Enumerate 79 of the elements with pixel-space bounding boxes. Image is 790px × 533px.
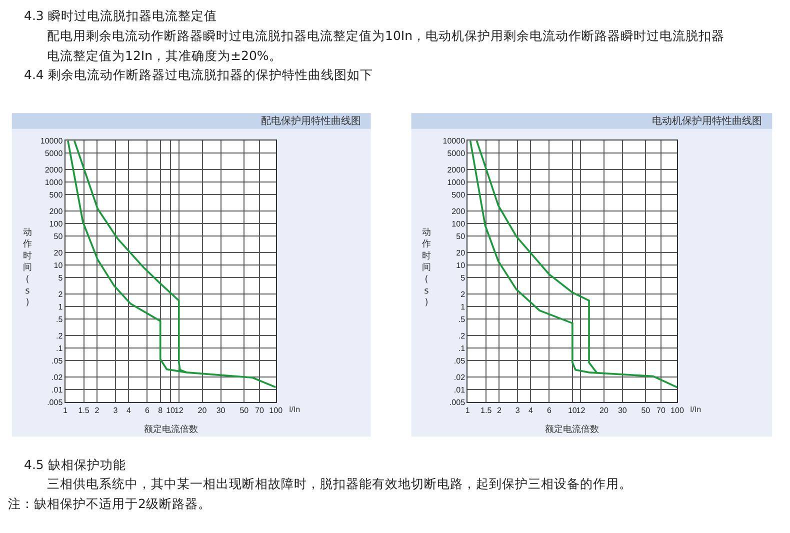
y-tick-label: 50 (54, 232, 64, 241)
x-tick-label: 4 (528, 406, 534, 415)
x-tick-label: 10 (568, 406, 578, 415)
y-tick-label: 5 (58, 273, 64, 282)
x-tick-label: 100 (269, 406, 284, 415)
y-tick-label: 20 (54, 248, 64, 258)
x-axis-title: 额定电流倍数 (144, 424, 198, 435)
y-tick-label: .1 (56, 344, 64, 353)
x-tick-label: 4 (126, 406, 132, 415)
x-axis-title: 额定电流倍数 (545, 424, 599, 435)
x-tick-label: 1.5 (78, 406, 90, 415)
y-tick-label: 100 (452, 219, 466, 228)
y-tick-label: 5000 (447, 148, 466, 158)
y-tick-label: .05 (52, 356, 64, 366)
y-tick-label: 2 (460, 290, 466, 299)
y-tick-label: 1 (460, 302, 466, 312)
y-tick-label: 200 (452, 206, 466, 216)
y-tick-label: .1 (458, 344, 466, 353)
text: I/In (289, 405, 300, 414)
x-tick-label: 30 (216, 406, 226, 415)
x-tick-label: 50 (240, 406, 250, 415)
text: I/In (690, 405, 702, 414)
x-tick-label: 70 (656, 406, 666, 415)
y-tick-label: 5 (460, 273, 466, 282)
x-tick-label: 3 (515, 406, 520, 415)
text: 4.4 剩余电流动作断路器过电流脱扣器的保护特性曲线图如下 (24, 67, 373, 82)
x-tick-label: 12 (174, 406, 184, 415)
y-tick-label: 1 (58, 302, 64, 312)
y-tick-label: .2 (458, 331, 466, 340)
y-tick-label: 20 (456, 248, 466, 258)
y-tick-label: 10000 (40, 136, 64, 146)
text: 注：缺相保护不适用于2级断路器。 (8, 496, 211, 511)
y-axis-title: 动作时间(s) (421, 227, 431, 308)
y-tick-label: 5000 (44, 148, 64, 158)
y-tick-label: 500 (452, 190, 466, 200)
x-tick-label: 6 (144, 406, 150, 415)
y-tick-label: 2000 (447, 165, 466, 174)
x-tick-label: 100 (670, 406, 684, 415)
x-tick-label: 1.5 (480, 406, 492, 415)
y-tick-label: .005 (47, 398, 64, 407)
y-tick-label: 200 (49, 206, 64, 216)
x-tick-label: 50 (641, 406, 651, 415)
y-tick-label: .05 (454, 356, 466, 366)
x-tick-label: 3 (113, 406, 118, 415)
text: 三相供电系统中，其中某一相出现断相故障时，脱扣器能有效地切断电路，起到保护三相设备的作用。 (47, 476, 632, 491)
y-tick-label: 100 (49, 219, 64, 228)
x-tick-label: 8 (158, 406, 164, 415)
y-tick-label: 10 (456, 260, 466, 270)
y-tick-label: 1000 (447, 178, 466, 187)
x-tick-label: 70 (255, 406, 265, 415)
y-tick-label: 500 (49, 190, 64, 200)
y-tick-label: .2 (56, 331, 64, 340)
y-tick-label: .005 (449, 398, 466, 407)
y-tick-label: .01 (52, 385, 64, 394)
y-tick-label: .5 (458, 314, 466, 324)
x-tick-label: 6 (546, 406, 552, 415)
y-tick-label: 10 (54, 260, 64, 270)
x-tick-label: 30 (618, 406, 628, 415)
x-tick-label: 2 (496, 406, 502, 415)
x-tick-label: 10 (166, 406, 176, 415)
text: 配电用剩余电流动作断路器瞬时过电流脱扣器电流整定值为10In，电动机保护用剩余电流动作断路器瞬时过电流脱扣器电流整定值为12In，其准确度为±20%。 (47, 28, 725, 63)
x-tick-label: 20 (600, 406, 609, 415)
y-tick-label: 10000 (442, 136, 466, 146)
y-axis-title: 动作时间(s) (22, 227, 32, 308)
y-tick-label: .5 (56, 314, 64, 324)
x-tick-label: 20 (198, 406, 208, 415)
text: 电动机保护用特性曲线图 (652, 115, 762, 127)
y-tick-label: 2 (58, 290, 64, 299)
text: 4.5 缺相保护功能 (24, 457, 126, 472)
y-tick-label: .02 (52, 372, 64, 382)
x-tick-label: 2 (94, 406, 100, 415)
y-tick-label: .02 (454, 372, 466, 382)
y-tick-label: 1000 (44, 178, 64, 187)
x-tick-label: 12 (576, 406, 586, 415)
text: 配电保护用特性曲线图 (261, 115, 361, 127)
y-tick-label: 50 (456, 232, 466, 241)
text: 4.3 瞬时过电流脱扣器电流整定值 (24, 8, 217, 23)
y-tick-label: 2000 (44, 165, 64, 174)
y-tick-label: .01 (454, 385, 466, 394)
